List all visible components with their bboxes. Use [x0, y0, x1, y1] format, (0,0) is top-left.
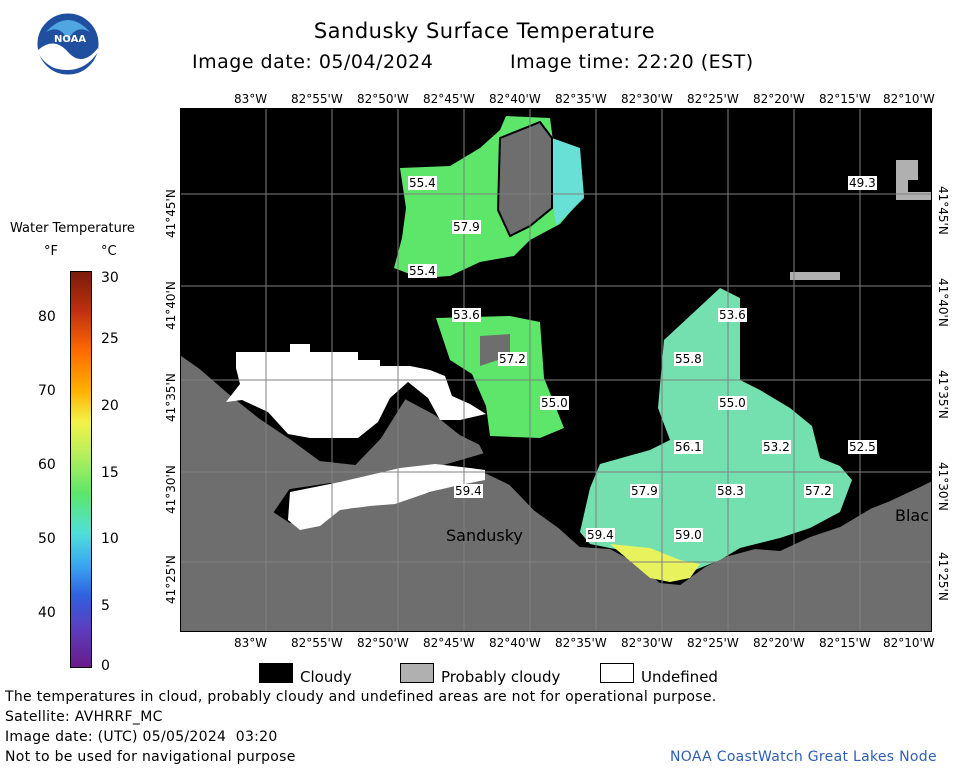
lon-tick-bottom-4: 82°40'W — [489, 636, 541, 650]
temp-label: 59.4 — [454, 484, 483, 498]
temp-label: 55.0 — [540, 396, 569, 410]
temp-label: 57.9 — [452, 220, 481, 234]
colorbar-c-tick: 0 — [101, 658, 110, 674]
footer-disclaimer: The temperatures in cloud, probably clou… — [5, 689, 717, 705]
lon-tick-top-2: 82°50'W — [357, 92, 409, 106]
lon-tick-top-8: 82°20'W — [753, 92, 805, 106]
legend-label-undefined: Undefined — [641, 668, 718, 686]
undefined-region-south — [288, 464, 485, 530]
colorbar-f-tick: 50 — [38, 531, 56, 547]
colorbar-unit-f: °F — [44, 244, 58, 259]
lon-tick-top-9: 82°15'W — [819, 92, 871, 106]
lat-tick-left-2: 41°35'N — [164, 373, 178, 422]
colorbar-f-tick: 70 — [38, 383, 56, 399]
temp-label: 55.0 — [718, 396, 747, 410]
water-patch-west — [436, 316, 564, 438]
footer-utc-date: Image date: (UTC) 05/05/2024 03:20 — [5, 729, 278, 745]
lon-tick-bottom-3: 82°45'W — [423, 636, 475, 650]
lat-tick-left-1: 41°40'N — [164, 281, 178, 330]
colorbar-c-tick: 30 — [101, 270, 119, 286]
footer-credit: NOAA CoastWatch Great Lakes Node — [670, 749, 937, 765]
lon-tick-bottom-1: 82°55'W — [291, 636, 343, 650]
lon-tick-top-7: 82°25'W — [687, 92, 739, 106]
temp-label: 49.3 — [848, 176, 877, 190]
colorbar-f-tick: 80 — [38, 309, 56, 325]
place-label-sandusky: Sandusky — [446, 526, 523, 545]
temp-label: 55.4 — [408, 264, 437, 278]
lat-tick-right-4: 41°25'N — [936, 552, 950, 601]
legend-label-probably-cloudy: Probably cloudy — [441, 668, 561, 686]
undefined-region — [226, 344, 486, 438]
colorbar-c-tick: 10 — [101, 531, 119, 547]
lat-tick-left-3: 41°30'N — [164, 465, 178, 514]
temp-label: 55.4 — [408, 176, 437, 190]
temp-label: 59.0 — [674, 528, 703, 542]
page-title: Sandusky Surface Temperature — [313, 19, 656, 43]
colorbar-title: Water Temperature — [10, 221, 135, 236]
temp-label: 53.6 — [452, 308, 481, 322]
lon-tick-top-1: 82°55'W — [291, 92, 343, 106]
colorbar-c-tick: 15 — [101, 465, 119, 481]
temp-label: 58.3 — [716, 484, 745, 498]
lon-tick-bottom-5: 82°35'W — [555, 636, 607, 650]
colorbar-c-tick: 20 — [101, 398, 119, 414]
image-time-label: Image time: 22:20 (EST) — [510, 51, 754, 73]
lon-tick-bottom-2: 82°50'W — [357, 636, 409, 650]
legend-swatch-probably-cloudy — [400, 663, 434, 683]
temp-label: 52.5 — [848, 440, 877, 454]
temp-label: 53.2 — [762, 440, 791, 454]
lat-tick-right-1: 41°40'N — [936, 278, 950, 327]
legend-swatch-undefined — [600, 663, 634, 683]
colorbar — [70, 271, 92, 668]
lon-tick-bottom-0: 83°W — [234, 636, 268, 650]
lon-tick-bottom-8: 82°20'W — [753, 636, 805, 650]
water-patch-east-yellow — [610, 544, 700, 582]
temp-label: 57.2 — [498, 352, 527, 366]
temp-label: 56.1 — [674, 440, 703, 454]
noaa-logo-icon — [36, 12, 100, 76]
temp-label: 53.6 — [718, 308, 747, 322]
lon-tick-bottom-10: 82°10'W — [883, 636, 935, 650]
temp-label: 55.8 — [674, 352, 703, 366]
probably-cloudy-patch-1 — [790, 272, 840, 280]
legend-swatch-cloudy — [259, 663, 293, 683]
image-date-label: Image date: 05/04/2024 — [192, 51, 434, 73]
footer-satellite: Satellite: AVHRRF_MC — [5, 709, 163, 725]
noaa-logo-text: NOAA — [54, 34, 87, 45]
lon-tick-bottom-9: 82°15'W — [819, 636, 871, 650]
probably-cloudy-patch-2 — [896, 160, 932, 200]
lon-tick-top-10: 82°10'W — [883, 92, 935, 106]
island — [496, 120, 553, 238]
lon-tick-top-0: 83°W — [234, 92, 268, 106]
map-grid — [180, 108, 932, 632]
temp-label: 57.2 — [804, 484, 833, 498]
lat-tick-right-2: 41°35'N — [936, 370, 950, 419]
colorbar-c-tick: 5 — [101, 598, 110, 614]
temp-label: 59.4 — [586, 528, 615, 542]
lon-tick-bottom-7: 82°25'W — [687, 636, 739, 650]
lon-tick-top-6: 82°30'W — [621, 92, 673, 106]
colorbar-c-tick: 25 — [101, 331, 119, 347]
water-patch-east — [580, 288, 852, 576]
lon-tick-top-4: 82°40'W — [489, 92, 541, 106]
colorbar-f-tick: 60 — [38, 457, 56, 473]
temp-label: 57.9 — [630, 484, 659, 498]
colorbar-f-tick: 40 — [38, 605, 56, 621]
lat-tick-left-0: 41°45'N — [164, 189, 178, 238]
lon-tick-top-3: 82°45'W — [423, 92, 475, 106]
place-label-blac: Blac — [895, 506, 930, 525]
lon-tick-top-5: 82°35'W — [555, 92, 607, 106]
water-patch-north-blue — [550, 138, 584, 226]
colorbar-unit-c: °C — [101, 244, 117, 259]
lat-tick-left-4: 41°25'N — [164, 555, 178, 604]
lat-tick-right-3: 41°30'N — [936, 462, 950, 511]
lat-tick-right-0: 41°45'N — [936, 186, 950, 235]
noaa-logo: NOAA — [36, 12, 100, 76]
lon-tick-bottom-6: 82°30'W — [621, 636, 673, 650]
footer-navigation: Not to be used for navigational purpose — [5, 749, 296, 765]
legend-label-cloudy: Cloudy — [300, 668, 352, 686]
temperature-map — [180, 108, 932, 632]
map-frame — [180, 108, 932, 632]
